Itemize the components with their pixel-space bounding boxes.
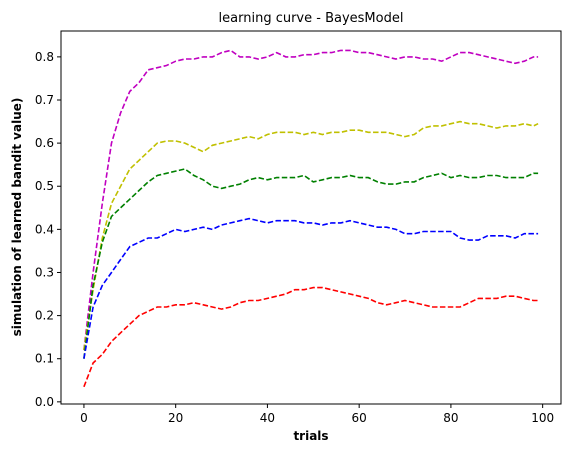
- x-axis-title: trials: [293, 429, 328, 443]
- y-tick-label: 0.6: [35, 136, 54, 150]
- x-tick-label: 0: [80, 411, 88, 425]
- y-tick-label: 0.4: [35, 222, 54, 236]
- x-axis: 0 20 40 60 80 100: [80, 404, 554, 425]
- x-tick-label: 80: [443, 411, 458, 425]
- plot-frame: [60, 30, 562, 405]
- y-tick-label: 0.5: [35, 179, 54, 193]
- x-tick-label: 20: [168, 411, 183, 425]
- y-axis-title: simulation of learned bandit value): [10, 98, 24, 337]
- series-line-1: [83, 49, 539, 351]
- y-tick-label: 0.3: [35, 265, 54, 279]
- x-tick-label: 100: [531, 411, 554, 425]
- series-line-5: [83, 286, 539, 388]
- series-layer: [83, 49, 539, 388]
- y-tick-label: 0.8: [35, 50, 54, 64]
- series-line-3: [83, 168, 539, 359]
- plot-area: [60, 30, 562, 405]
- y-tick-label: 0.1: [35, 352, 54, 366]
- series-line-2: [83, 120, 539, 351]
- y-axis: 0.0 0.1 0.2 0.3 0.4 0.5 0.6 0.7 0.8: [35, 50, 61, 409]
- y-tick-label: 0.2: [35, 309, 54, 323]
- x-tick-label: 60: [352, 411, 367, 425]
- y-tick-label: 0.0: [35, 395, 54, 409]
- chart-title: learning curve - BayesModel: [219, 11, 404, 26]
- x-tick-label: 40: [260, 411, 275, 425]
- y-tick-label: 0.7: [35, 93, 54, 107]
